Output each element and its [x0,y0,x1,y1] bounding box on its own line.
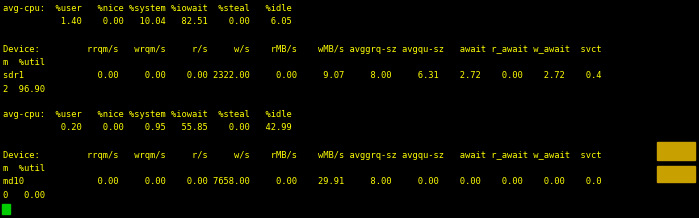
Text: m  %util: m %util [3,164,45,173]
Text: Device:         rrqm/s   wrqm/s     r/s     w/s    rMB/s    wMB/s avggrq-sz avgq: Device: rrqm/s wrqm/s r/s w/s rMB/s wMB/… [3,150,601,160]
Text: avg-cpu:  %user   %nice %system %iowait  %steal   %idle: avg-cpu: %user %nice %system %iowait %st… [3,4,291,13]
Text: sdr1              0.00     0.00    0.00 2322.00     0.00     9.07     8.00     6: sdr1 0.00 0.00 0.00 2322.00 0.00 9.07 8.… [3,72,601,80]
Text: 0   0.00: 0 0.00 [3,191,45,200]
Bar [657,142,696,160]
Text: 1.40    0.00   10.04   82.51    0.00    6.05: 1.40 0.00 10.04 82.51 0.00 6.05 [3,17,291,27]
Text: avg-cpu:  %user   %nice %system %iowait  %steal   %idle: avg-cpu: %user %nice %system %iowait %st… [3,110,291,119]
Text: 0.20    0.00    0.95   55.85    0.00   42.99: 0.20 0.00 0.95 55.85 0.00 42.99 [3,124,291,133]
Bar [657,166,696,182]
Text: Device:         rrqm/s   wrqm/s     r/s     w/s    rMB/s    wMB/s avggrq-sz avgq: Device: rrqm/s wrqm/s r/s w/s rMB/s wMB/… [3,44,601,53]
Bar [2,204,10,214]
Text: 2  96.90: 2 96.90 [3,85,45,94]
Text: md10              0.00     0.00    0.00 7658.00     0.00    29.91     8.00     0: md10 0.00 0.00 0.00 7658.00 0.00 29.91 8… [3,177,601,187]
Text: m  %util: m %util [3,58,45,67]
